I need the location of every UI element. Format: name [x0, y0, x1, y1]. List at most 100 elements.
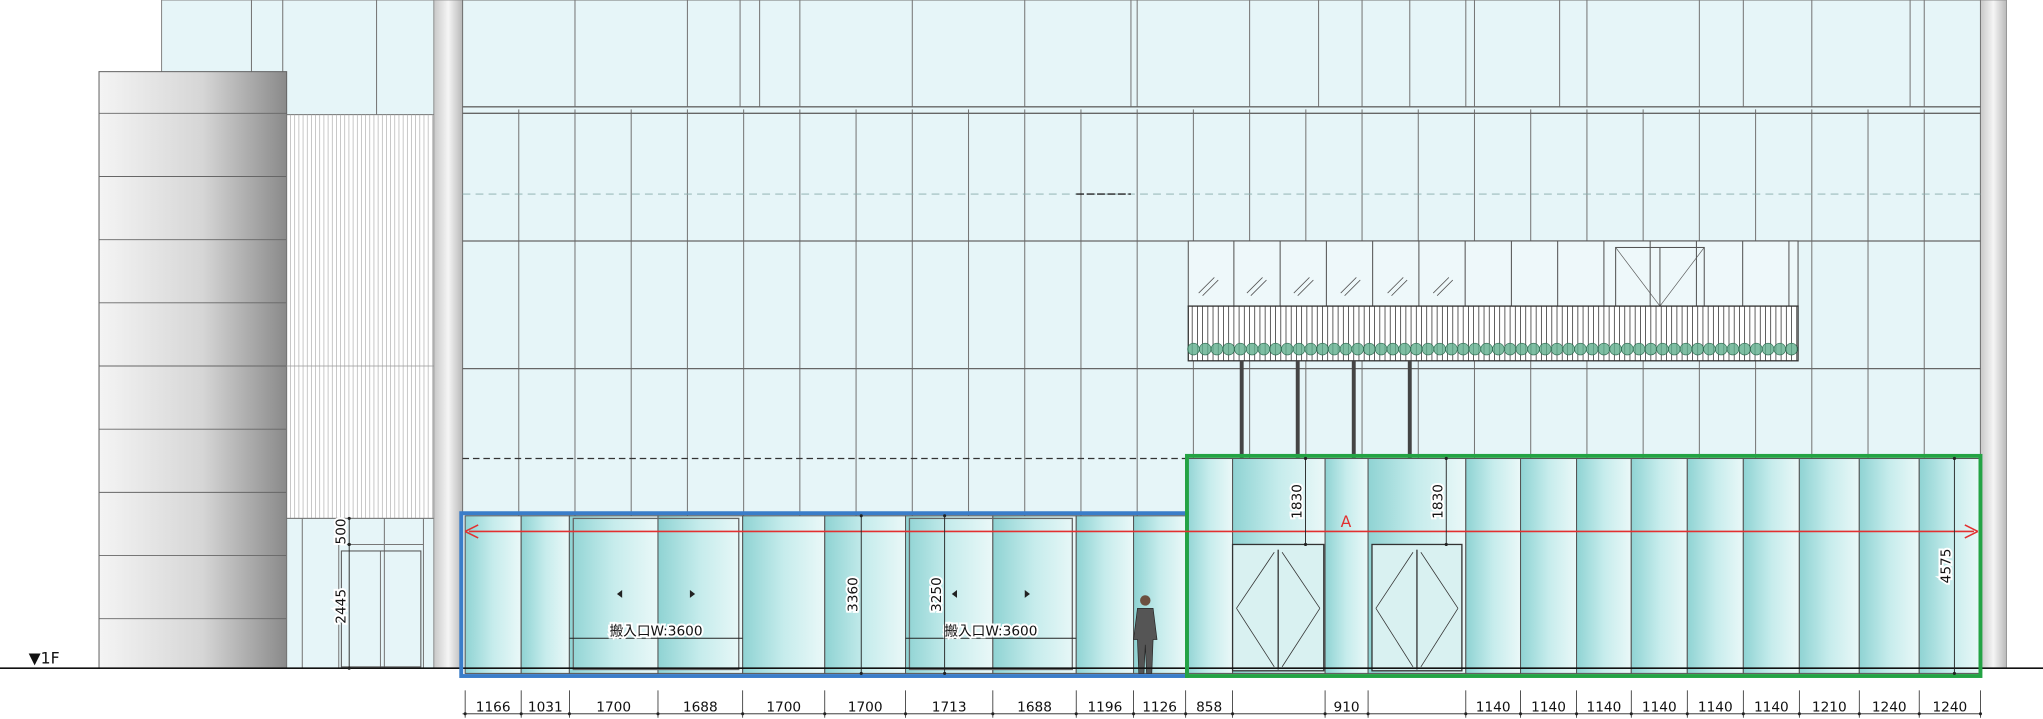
bottom-dimension: 1140	[1531, 699, 1566, 715]
planting	[1246, 343, 1258, 355]
dimension-dot	[1464, 712, 1467, 715]
glass-panel	[1577, 458, 1632, 673]
support	[1408, 361, 1412, 459]
column	[434, 0, 463, 668]
glass-panel	[1799, 458, 1859, 673]
dimension-dot	[656, 712, 659, 715]
planting	[1387, 343, 1399, 355]
bottom-dimension: 1700	[766, 699, 801, 715]
glass-panel	[825, 516, 906, 674]
bottom-dimension: 858	[1196, 699, 1222, 715]
planting	[1727, 343, 1739, 355]
glass-panel	[1687, 458, 1743, 673]
dimension-dot	[1798, 712, 1801, 715]
dimension-dot	[1324, 712, 1327, 715]
planting	[1211, 343, 1223, 355]
section-label: A	[1341, 512, 1352, 531]
glass-panel	[906, 516, 993, 674]
planting	[1352, 343, 1364, 355]
vertical-dimension: 3250	[929, 577, 945, 612]
dimension-dot	[943, 672, 946, 675]
support	[1352, 361, 1356, 459]
vertical-dimension: 4575	[1939, 549, 1955, 584]
bottom-dimension: 910	[1334, 699, 1360, 715]
entry-glass	[287, 518, 434, 668]
page: {"level_label": "▼1F", "section_label": …	[0, 0, 2043, 719]
dimension-dot	[823, 712, 826, 715]
planting	[1375, 343, 1387, 355]
bottom-dimension: 1166	[476, 699, 511, 715]
planting	[1223, 343, 1235, 355]
dimension-dot	[1953, 457, 1956, 460]
glass-panel	[1076, 516, 1133, 674]
planting	[1750, 343, 1762, 355]
bottom-dimension: 1240	[1932, 699, 1967, 715]
planting	[1493, 343, 1505, 355]
planting	[1563, 343, 1575, 355]
dimension-dot	[860, 514, 863, 517]
dimension-dot	[1686, 712, 1689, 715]
glass-panel	[658, 516, 743, 674]
planting	[1551, 343, 1563, 355]
glass-panel	[465, 516, 521, 674]
planting	[1317, 343, 1329, 355]
planting	[1539, 343, 1551, 355]
louver-wall	[287, 115, 434, 519]
dimension-dot	[1575, 712, 1578, 715]
planting	[1446, 343, 1458, 355]
planting	[1422, 343, 1434, 355]
planting	[1657, 343, 1669, 355]
planting	[1328, 343, 1340, 355]
dimension-dot	[520, 712, 523, 715]
planting	[1399, 343, 1411, 355]
dimension-dot	[1953, 672, 1956, 675]
bottom-dimension: 1688	[683, 699, 718, 715]
planting	[1434, 343, 1446, 355]
planting	[1680, 343, 1692, 355]
dimension-dot	[348, 543, 351, 546]
planting	[1199, 343, 1211, 355]
glass-panel	[993, 516, 1076, 674]
dimension-dot	[1304, 457, 1307, 460]
vertical-dimension: 1830	[1290, 484, 1306, 519]
glass-panel	[1521, 458, 1577, 673]
dimension-dot	[1630, 712, 1633, 715]
planting	[1692, 343, 1704, 355]
planting	[1340, 343, 1352, 355]
dimension-dot	[1918, 712, 1921, 715]
glass-panel	[569, 516, 658, 674]
dimension-dot	[1184, 712, 1187, 715]
dimension-dot	[1742, 712, 1745, 715]
dimension-dot	[1231, 712, 1234, 715]
planting	[1516, 343, 1528, 355]
dimension-dot	[1304, 543, 1307, 546]
planting	[1469, 343, 1481, 355]
bottom-dimension: 1140	[1587, 699, 1622, 715]
glass-panel	[1743, 458, 1799, 673]
planting	[1281, 343, 1293, 355]
glass-panel	[521, 516, 569, 674]
planting	[1586, 343, 1598, 355]
glass-panel	[1631, 458, 1687, 673]
planting	[1598, 343, 1610, 355]
planting	[1504, 343, 1516, 355]
vertical-dimension: 500	[333, 518, 349, 544]
planting	[1762, 343, 1774, 355]
planting	[1235, 343, 1247, 355]
dimension-dot	[991, 712, 994, 715]
elevation-drawing: A▼1F搬入口W:3600搬入口W:3600500244533603250183…	[0, 0, 2043, 719]
dimension-dot	[741, 712, 744, 715]
dimension-dot	[943, 514, 946, 517]
planting	[1645, 343, 1657, 355]
planting	[1364, 343, 1376, 355]
dimension-dot	[1445, 543, 1448, 546]
bottom-dimension: 1126	[1142, 699, 1177, 715]
planting	[1715, 343, 1727, 355]
bottom-dimension: 1140	[1642, 699, 1677, 715]
planting	[1293, 343, 1305, 355]
planting	[1704, 343, 1716, 355]
planting	[1481, 343, 1493, 355]
support	[1240, 361, 1244, 459]
dimension-dot	[1858, 712, 1861, 715]
dimension-dot	[1075, 712, 1078, 715]
